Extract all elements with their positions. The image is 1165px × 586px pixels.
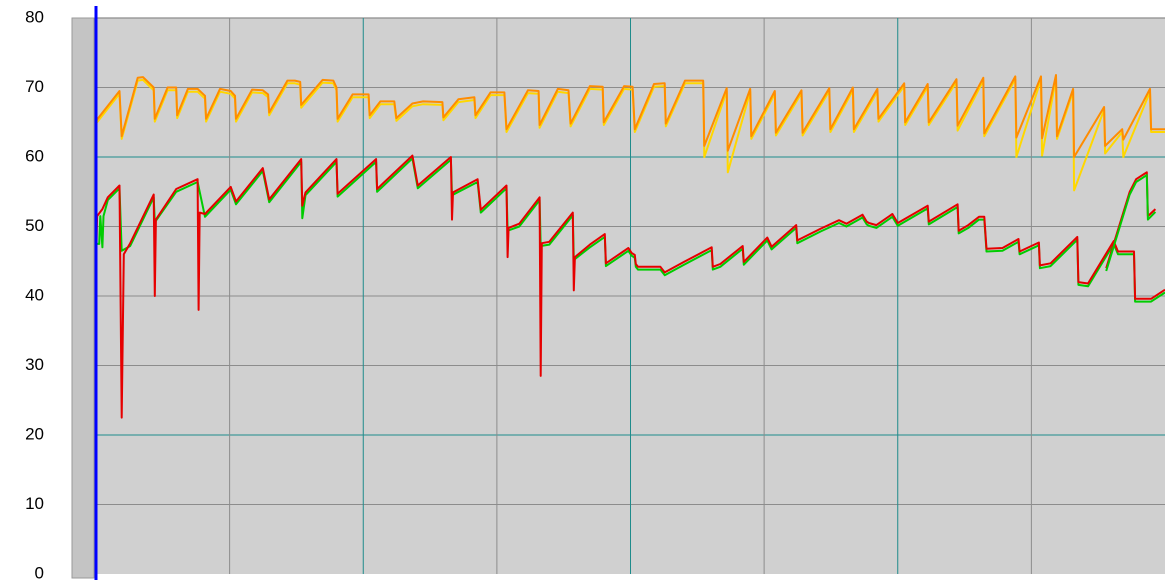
y-tick-label: 20 [25,424,44,443]
y-tick-labels: 0 10 20 30 40 50 60 70 80 [25,7,44,582]
y-tick-label: 40 [25,285,44,304]
series-segment-green [1105,174,1157,272]
y-tick-label: 60 [25,146,44,165]
y-tick-label: 0 [35,563,44,582]
series-line-green [96,157,1165,303]
series-line-red [95,154,1165,419]
y-tick-label: 30 [25,355,44,374]
y-tick-label: 70 [25,77,44,96]
series-line-orange [95,74,1165,158]
y-tick-label: 10 [25,494,44,513]
left-scroll-bar[interactable] [71,17,95,579]
y-tick-label: 50 [25,216,44,235]
y-tick-label: 80 [25,7,44,26]
series-layer [95,74,1165,419]
